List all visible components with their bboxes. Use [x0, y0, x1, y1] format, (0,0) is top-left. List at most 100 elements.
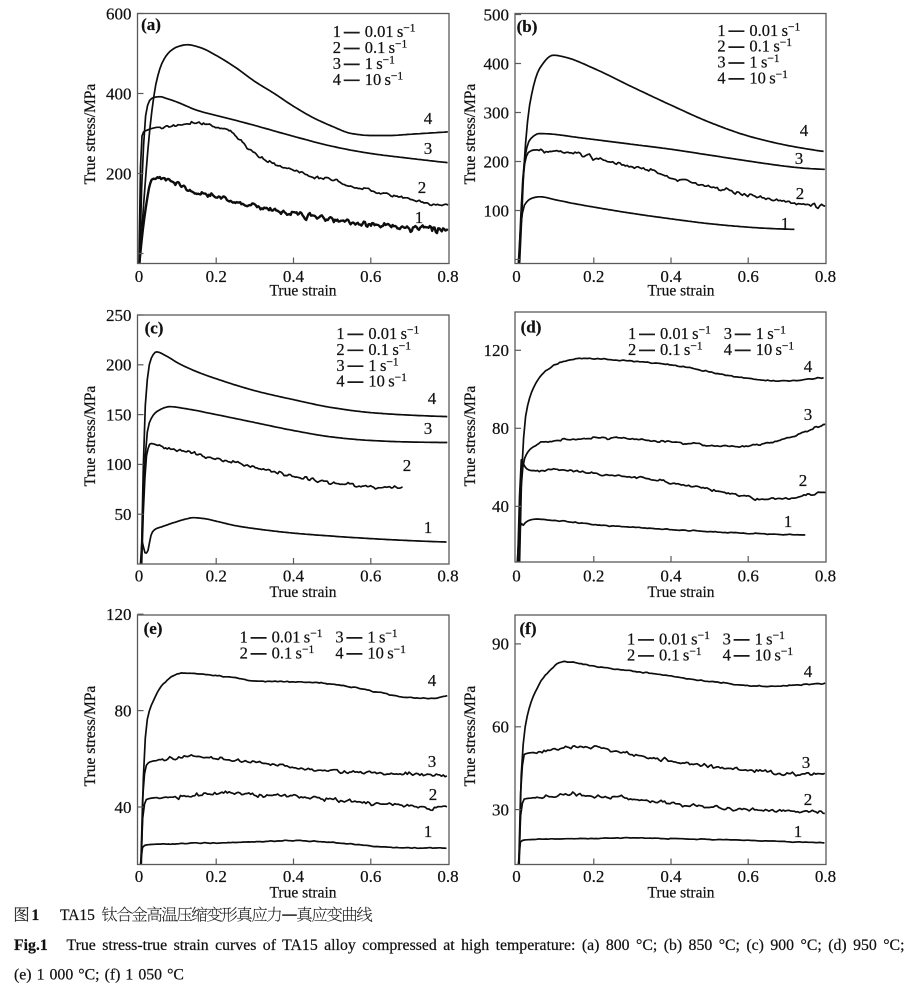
svg-text:0: 0	[512, 267, 521, 286]
svg-text:0.6: 0.6	[360, 567, 381, 586]
svg-text:0.01 s−1: 0.01 s−1	[749, 21, 800, 40]
svg-text:0.6: 0.6	[360, 867, 381, 886]
svg-text:400: 400	[484, 54, 510, 73]
svg-text:600: 600	[106, 4, 132, 23]
svg-text:1: 1	[784, 512, 793, 531]
svg-text:0.01 s−1: 0.01 s−1	[659, 630, 710, 649]
svg-text:(d): (d)	[521, 317, 542, 336]
svg-text:(a): (a)	[141, 15, 161, 34]
svg-text:2: 2	[333, 38, 341, 57]
svg-text:True stress/MPa: True stress/MPa	[462, 84, 479, 185]
svg-text:0.6: 0.6	[738, 567, 759, 586]
svg-text:0.6: 0.6	[738, 267, 759, 286]
svg-text:0.8: 0.8	[437, 567, 458, 586]
svg-text:2: 2	[240, 644, 248, 663]
svg-text:Fig.1: Fig.1	[14, 937, 48, 954]
svg-text:300: 300	[484, 103, 510, 122]
svg-text:3: 3	[717, 53, 725, 72]
svg-text:3: 3	[335, 628, 343, 647]
svg-text:True strain: True strain	[647, 283, 714, 300]
svg-text:0.2: 0.2	[206, 867, 227, 886]
svg-text:0.8: 0.8	[437, 867, 458, 886]
svg-text:1: 1	[424, 518, 433, 537]
svg-text:4: 4	[804, 662, 813, 681]
svg-text:0.2: 0.2	[583, 567, 604, 586]
svg-text:90: 90	[492, 635, 509, 654]
svg-text:50: 50	[115, 505, 132, 524]
svg-text:1: 1	[32, 907, 40, 924]
svg-text:3: 3	[724, 324, 732, 343]
svg-text:200: 200	[484, 152, 510, 171]
svg-text:0.2: 0.2	[206, 567, 227, 586]
svg-text:1: 1	[627, 630, 635, 649]
svg-text:0: 0	[135, 567, 144, 586]
svg-text:TA15: TA15	[60, 907, 95, 924]
svg-text:0.4: 0.4	[660, 267, 682, 286]
svg-text:30: 30	[492, 800, 509, 819]
svg-text:0.01 s−1: 0.01 s−1	[272, 628, 323, 647]
svg-text:0: 0	[135, 267, 144, 286]
svg-text:True stress/MPa: True stress/MPa	[462, 686, 479, 787]
svg-text:True strain: True strain	[647, 584, 714, 601]
svg-text:4: 4	[428, 671, 437, 690]
svg-text:1: 1	[424, 822, 433, 841]
svg-text:0.01 s−1: 0.01 s−1	[365, 22, 416, 41]
svg-text:0.6: 0.6	[360, 267, 381, 286]
svg-text:120: 120	[484, 341, 510, 360]
svg-text:1: 1	[717, 21, 725, 40]
svg-text:True strain: True strain	[647, 885, 714, 902]
svg-text:2: 2	[796, 184, 805, 203]
svg-text:2: 2	[627, 646, 635, 665]
svg-text:0.8: 0.8	[815, 867, 836, 886]
svg-text:200: 200	[106, 356, 132, 375]
svg-text:0.4: 0.4	[283, 567, 305, 586]
svg-text:3: 3	[424, 419, 433, 438]
svg-text:100: 100	[106, 455, 132, 474]
svg-text:1: 1	[240, 628, 248, 647]
svg-text:(f): (f)	[520, 619, 537, 638]
svg-text:3: 3	[802, 753, 811, 772]
svg-text:0.2: 0.2	[583, 867, 604, 886]
svg-text:0: 0	[135, 867, 144, 886]
svg-text:True stress/MPa: True stress/MPa	[82, 386, 99, 487]
svg-text:True stress/MPa: True stress/MPa	[82, 686, 99, 787]
svg-text:3: 3	[723, 630, 731, 649]
svg-text:80: 80	[115, 701, 132, 720]
svg-text:4: 4	[723, 646, 731, 665]
svg-text:0: 0	[512, 567, 521, 586]
svg-text:4: 4	[333, 70, 341, 89]
svg-text:0.2: 0.2	[583, 267, 604, 286]
svg-text:3: 3	[428, 752, 437, 771]
svg-text:2: 2	[717, 37, 725, 56]
svg-text:40: 40	[492, 497, 509, 516]
svg-text:3: 3	[336, 356, 344, 375]
svg-text:0.2: 0.2	[206, 267, 227, 286]
svg-text:400: 400	[106, 84, 132, 103]
svg-text:True stress/MPa: True stress/MPa	[462, 386, 479, 487]
svg-text:2: 2	[336, 340, 344, 359]
svg-text:4: 4	[800, 121, 809, 140]
svg-text:1: 1	[781, 214, 790, 233]
svg-text:True stress/MPa: True stress/MPa	[82, 84, 99, 185]
svg-text:3: 3	[804, 405, 813, 424]
svg-text:60: 60	[492, 718, 509, 737]
svg-text:True strain: True strain	[269, 584, 336, 601]
svg-text:0.4: 0.4	[660, 567, 682, 586]
svg-text:0.6: 0.6	[738, 867, 759, 886]
svg-text:0.4: 0.4	[660, 867, 682, 886]
svg-text:100: 100	[484, 201, 510, 220]
svg-text:4: 4	[428, 389, 437, 408]
svg-text:4: 4	[424, 109, 433, 128]
svg-text:4: 4	[717, 69, 725, 88]
svg-text:0.4: 0.4	[283, 867, 305, 886]
svg-text:0.4: 0.4	[283, 267, 305, 286]
svg-text:(b): (b)	[517, 17, 538, 36]
svg-text:0: 0	[512, 867, 521, 886]
svg-text:3: 3	[424, 139, 433, 158]
svg-text:1: 1	[415, 208, 424, 227]
svg-text:120: 120	[106, 605, 132, 624]
svg-text:4: 4	[336, 372, 344, 391]
svg-text:500: 500	[484, 5, 510, 24]
svg-text:(e): (e)	[144, 619, 163, 638]
svg-text:4: 4	[804, 357, 813, 376]
